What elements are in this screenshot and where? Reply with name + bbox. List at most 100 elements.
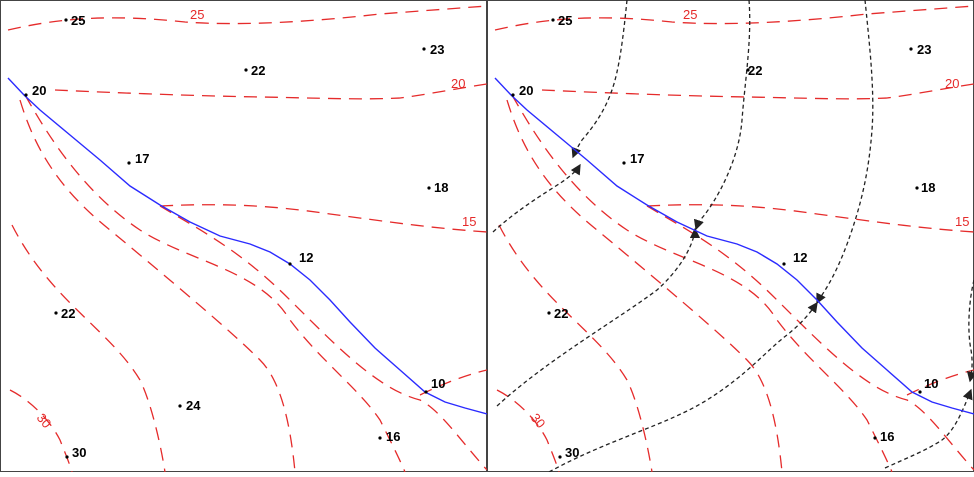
point-dot — [622, 161, 626, 165]
point-dot — [54, 311, 58, 315]
contour-10 — [906, 369, 974, 396]
right-map-panel: 25 22 23 20 17 18 — [487, 0, 974, 473]
contour-label-20: 20 — [451, 76, 465, 91]
point-10: 10 — [918, 376, 938, 394]
point-label: 16 — [880, 429, 894, 444]
contour-label-15: 15 — [955, 214, 969, 229]
point-label: 12 — [793, 250, 807, 265]
flow-lines — [492, 0, 974, 473]
contour-lower-3 — [498, 224, 653, 473]
point-24: 24 — [178, 398, 201, 413]
left-map-panel: 25 22 23 20 17 18 — [0, 0, 488, 473]
point-25: 25 — [551, 13, 572, 28]
left-map-canvas: 25 22 23 20 17 18 — [0, 0, 488, 473]
point-dot — [427, 186, 431, 190]
panel-frame — [0, 0, 487, 472]
flow-line-5 — [816, 0, 874, 305]
contour-lower-1 — [19, 99, 296, 473]
point-label: 23 — [430, 42, 444, 57]
flow-line-3 — [693, 0, 751, 231]
point-label: 22 — [748, 63, 762, 78]
point-22-bottom: 22 — [54, 306, 75, 321]
contour-lines — [7, 5, 488, 473]
point-dot — [909, 47, 913, 51]
contour-20 — [54, 83, 488, 100]
contour-stream-right — [646, 205, 974, 471]
point-dot — [746, 68, 750, 72]
point-20: 20 — [511, 83, 533, 98]
point-label: 20 — [32, 83, 46, 98]
point-16: 16 — [378, 429, 400, 444]
contour-label-15: 15 — [462, 214, 476, 229]
contour-label-25: 25 — [190, 7, 204, 22]
flow-line-2 — [492, 163, 581, 233]
point-label: 24 — [186, 398, 201, 413]
flow-line-6 — [548, 301, 818, 473]
contour-25 — [7, 5, 488, 31]
point-label: 10 — [924, 376, 938, 391]
point-label: 23 — [917, 42, 931, 57]
point-dot — [422, 47, 426, 51]
point-dot — [918, 390, 922, 394]
point-label: 12 — [299, 250, 313, 265]
point-dot — [378, 436, 382, 440]
right-map-canvas: 25 22 23 20 17 18 — [487, 0, 974, 473]
point-dot — [178, 404, 182, 408]
point-dot — [65, 455, 69, 459]
contour-15 — [159, 204, 488, 233]
contour-20 — [541, 83, 974, 100]
contour-lines — [494, 5, 974, 473]
point-dot — [547, 311, 551, 315]
point-label: 25 — [558, 13, 572, 28]
point-22-bottom: 22 — [547, 306, 568, 321]
point-label: 20 — [519, 83, 533, 98]
point-dot — [873, 436, 877, 440]
contour-25 — [494, 5, 974, 31]
point-16: 16 — [873, 429, 894, 444]
point-label: 30 — [72, 445, 86, 460]
point-dot — [915, 186, 919, 190]
panel-frame — [487, 0, 974, 472]
point-label: 16 — [386, 429, 400, 444]
contour-labels: 25 20 15 30 — [528, 7, 970, 431]
point-22-top: 22 — [244, 63, 265, 78]
flow-line-8 — [884, 388, 973, 469]
point-dot — [244, 68, 248, 72]
point-label: 22 — [251, 63, 265, 78]
contour-30 — [9, 389, 73, 473]
contour-lower-2 — [24, 94, 406, 473]
point-30: 30 — [65, 445, 86, 460]
flow-line-1 — [571, 0, 628, 159]
point-17: 17 — [622, 151, 644, 166]
stream-line — [7, 77, 488, 415]
point-dot — [127, 161, 131, 165]
contour-label-20: 20 — [945, 76, 959, 91]
point-18: 18 — [915, 180, 935, 195]
point-dot — [782, 262, 786, 266]
point-label: 18 — [921, 180, 935, 195]
point-dot — [558, 455, 562, 459]
point-dot — [551, 18, 555, 22]
flow-line-4 — [496, 227, 701, 407]
point-label: 30 — [565, 445, 579, 460]
point-dot — [511, 93, 515, 97]
stream-line — [494, 77, 974, 415]
point-label: 22 — [554, 306, 568, 321]
point-dot — [288, 262, 292, 266]
point-label: 22 — [61, 306, 75, 321]
contour-lower-2 — [511, 94, 893, 473]
point-dot — [424, 390, 428, 394]
point-dot — [24, 93, 28, 97]
point-23: 23 — [909, 42, 931, 57]
contour-label-30: 30 — [34, 410, 55, 431]
contour-stream-right — [159, 205, 488, 471]
point-23: 23 — [422, 42, 444, 57]
elevation-points: 25 22 23 20 17 18 — [24, 13, 448, 460]
contour-label-25: 25 — [683, 7, 697, 22]
point-label: 17 — [135, 151, 149, 166]
point-label: 17 — [630, 151, 644, 166]
point-dot — [64, 18, 68, 22]
point-label: 25 — [71, 13, 85, 28]
point-label: 10 — [431, 376, 445, 391]
point-30: 30 — [558, 445, 579, 460]
